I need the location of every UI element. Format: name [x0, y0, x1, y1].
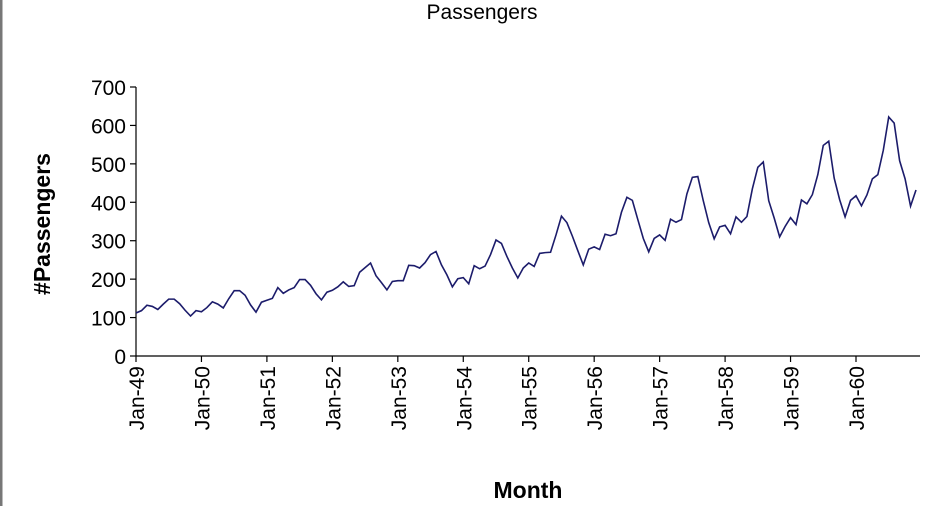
y-tick-label: 500: [91, 154, 126, 177]
y-tick-label: 700: [91, 77, 126, 100]
x-tick-label: Jan-56: [584, 366, 607, 430]
x-tick-label: Jan-57: [650, 366, 673, 430]
chart-title: Passengers: [427, 1, 538, 24]
y-tick-label: 300: [91, 231, 126, 254]
x-axis-title: Month: [494, 477, 563, 503]
x-tick-label: Jan-49: [126, 366, 149, 430]
y-tick-label: 200: [91, 269, 126, 292]
x-tick-label: Jan-54: [453, 366, 476, 431]
x-tick-label: Jan-60: [846, 366, 869, 430]
y-axis-title: #Passengers: [29, 153, 55, 295]
x-tick-label: Jan-59: [781, 366, 804, 430]
x-tick-label: Jan-52: [322, 366, 345, 430]
y-tick-label: 0: [114, 346, 126, 369]
series-line: [135, 115, 917, 318]
x-tick-label: Jan-53: [388, 366, 411, 430]
x-tick-label: Jan-58: [715, 366, 738, 430]
x-tick-label: Jan-51: [257, 366, 280, 430]
y-tick-label: 400: [91, 192, 126, 215]
x-tick-label: Jan-55: [519, 366, 542, 430]
y-tick-label: 600: [91, 115, 126, 138]
x-tick-label: Jan-50: [191, 366, 214, 430]
y-tick-label: 100: [91, 308, 126, 331]
